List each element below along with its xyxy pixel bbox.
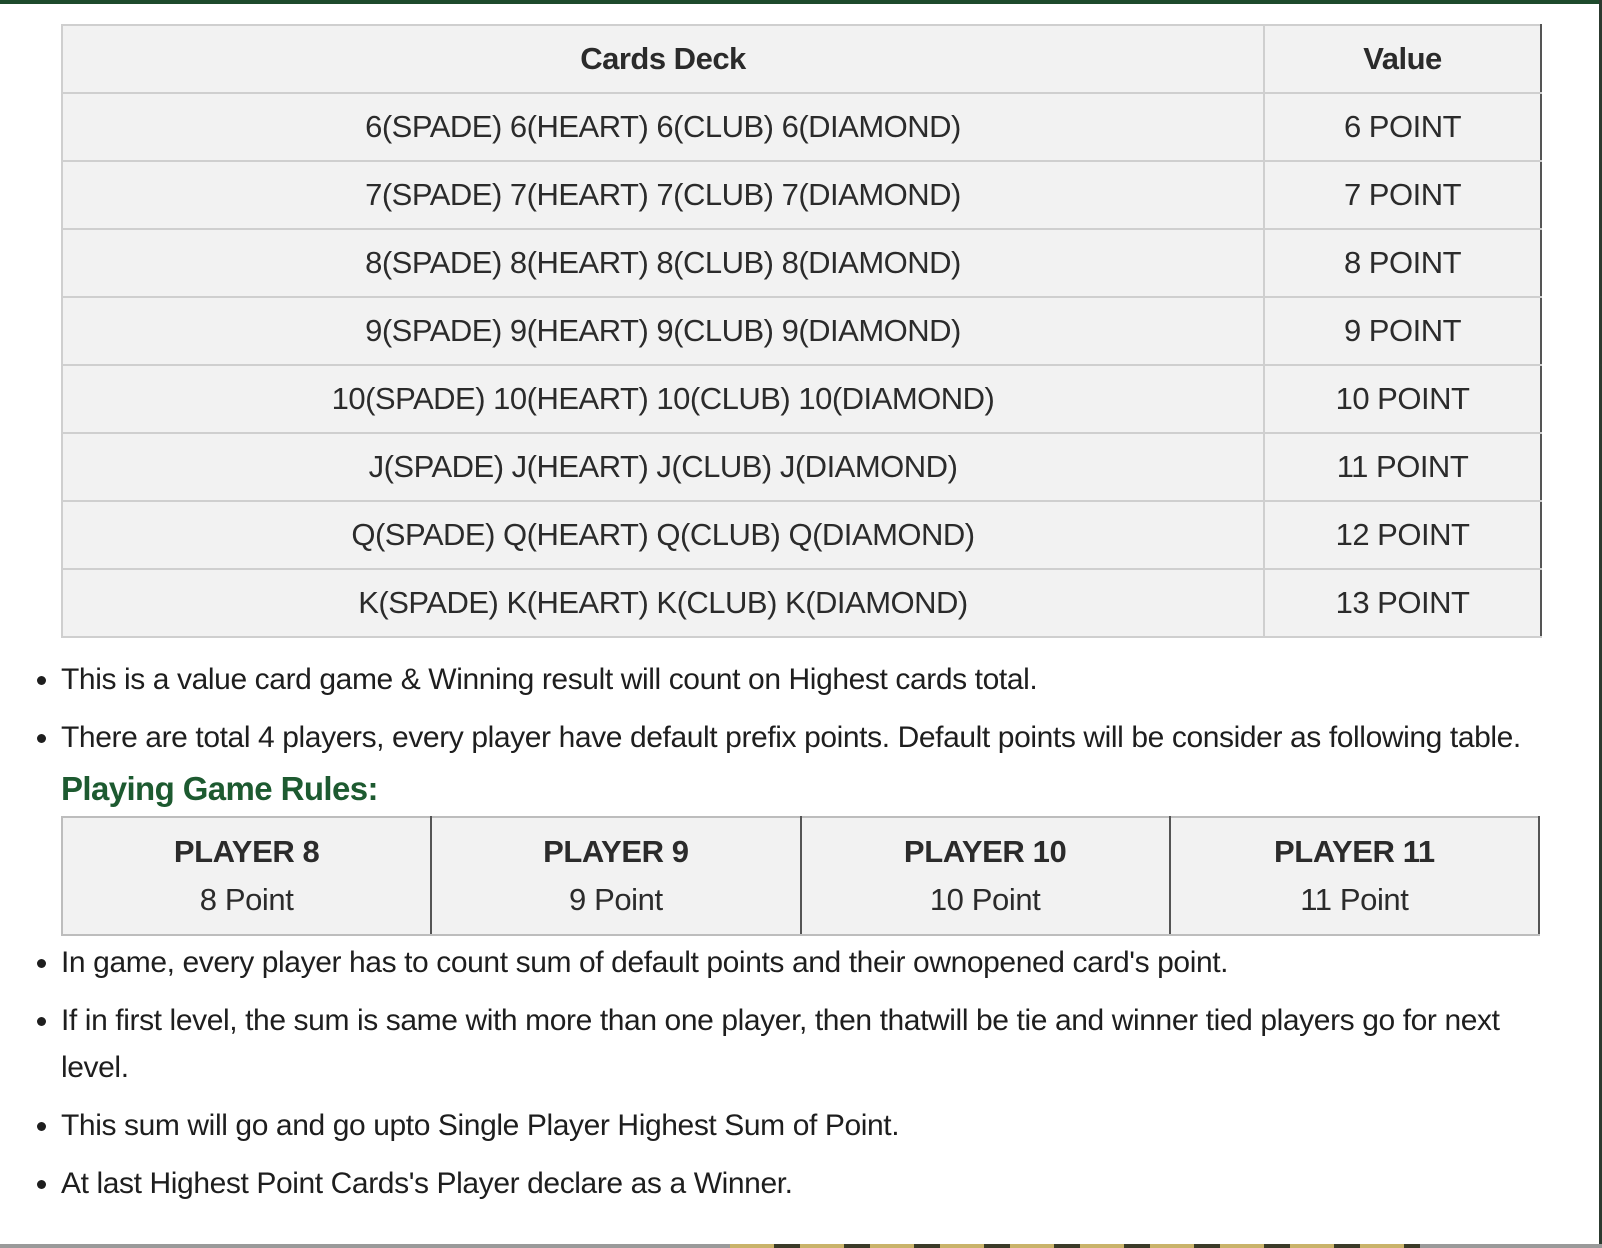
player-cell: PLAYER 11 11 Point [1168,816,1541,936]
list-item: This sum will go and go upto Single Play… [61,1102,1521,1149]
value-cell: 10 POINT [1263,364,1542,434]
cards-cell: Q(SPADE) Q(HEART) Q(CLUB) Q(DIAMOND) [61,500,1265,570]
value-cell: 7 POINT [1263,160,1542,230]
player-points: 11 Point [1300,882,1409,917]
cards-cell: 8(SPADE) 8(HEART) 8(CLUB) 8(DIAMOND) [61,228,1265,298]
cards-cell: K(SPADE) K(HEART) K(CLUB) K(DIAMOND) [61,568,1265,638]
players-row: PLAYER 8 8 Point PLAYER 9 9 Point PLAYER… [60,816,1541,936]
game-rules-bullet-list: In game, every player has to count sum o… [28,939,1521,1218]
playing-rules-heading: Playing Game Rules: [61,770,378,807]
page-top-border [0,0,1602,4]
cards-cell: 9(SPADE) 9(HEART) 9(CLUB) 9(DIAMOND) [61,296,1265,366]
value-header: Value [1263,24,1542,94]
list-item: If in first level, the sum is same with … [61,997,1521,1091]
cards-cell: 10(SPADE) 10(HEART) 10(CLUB) 10(DIAMOND) [61,364,1265,434]
table-row: K(SPADE) K(HEART) K(CLUB) K(DIAMOND) 13 … [61,568,1542,638]
list-item: This is a value card game & Winning resu… [61,656,1581,703]
intro-bullet-list: This is a value card game & Winning resu… [28,656,1581,772]
bottom-decoration [730,1244,1420,1248]
value-cell: 9 POINT [1263,296,1542,366]
cards-cell: J(SPADE) J(HEART) J(CLUB) J(DIAMOND) [61,432,1265,502]
table-row: J(SPADE) J(HEART) J(CLUB) J(DIAMOND) 11 … [61,432,1542,502]
player-cell: PLAYER 8 8 Point [60,816,433,936]
list-item: There are total 4 players, every player … [61,714,1581,761]
value-cell: 12 POINT [1263,500,1542,570]
player-cell: PLAYER 10 10 Point [799,816,1171,936]
player-name: PLAYER 11 [1274,834,1435,869]
cards-deck-header: Cards Deck [61,24,1265,94]
player-points: 9 Point [569,882,663,917]
player-points: 10 Point [929,882,1041,917]
player-cell: PLAYER 9 9 Point [430,816,802,936]
player-points: 8 Point [199,882,294,917]
table-header-row: Cards Deck Value [61,24,1542,94]
table-row: 9(SPADE) 9(HEART) 9(CLUB) 9(DIAMOND) 9 P… [61,296,1542,366]
cards-cell: 6(SPADE) 6(HEART) 6(CLUB) 6(DIAMOND) [61,92,1265,162]
value-cell: 8 POINT [1263,228,1542,298]
value-cell: 13 POINT [1263,568,1542,638]
value-cell: 6 POINT [1263,92,1542,162]
cards-deck-table: Cards Deck Value 6(SPADE) 6(HEART) 6(CLU… [61,24,1542,638]
table-row: 8(SPADE) 8(HEART) 8(CLUB) 8(DIAMOND) 8 P… [61,228,1542,298]
table-row: 6(SPADE) 6(HEART) 6(CLUB) 6(DIAMOND) 6 P… [61,92,1542,162]
cards-cell: 7(SPADE) 7(HEART) 7(CLUB) 7(DIAMOND) [61,160,1265,230]
right-edge-border [1599,0,1602,1248]
value-cell: 11 POINT [1263,432,1542,502]
list-item: At last Highest Point Cards's Player dec… [61,1160,1521,1207]
player-name: PLAYER 8 [173,834,320,869]
list-item: In game, every player has to count sum o… [61,939,1521,986]
player-name: PLAYER 10 [903,834,1067,869]
table-row: 7(SPADE) 7(HEART) 7(CLUB) 7(DIAMOND) 7 P… [61,160,1542,230]
players-default-points-table: PLAYER 8 8 Point PLAYER 9 9 Point PLAYER… [60,816,1541,936]
table-row: Q(SPADE) Q(HEART) Q(CLUB) Q(DIAMOND) 12 … [61,500,1542,570]
table-row: 10(SPADE) 10(HEART) 10(CLUB) 10(DIAMOND)… [61,364,1542,434]
player-name: PLAYER 9 [543,834,689,869]
